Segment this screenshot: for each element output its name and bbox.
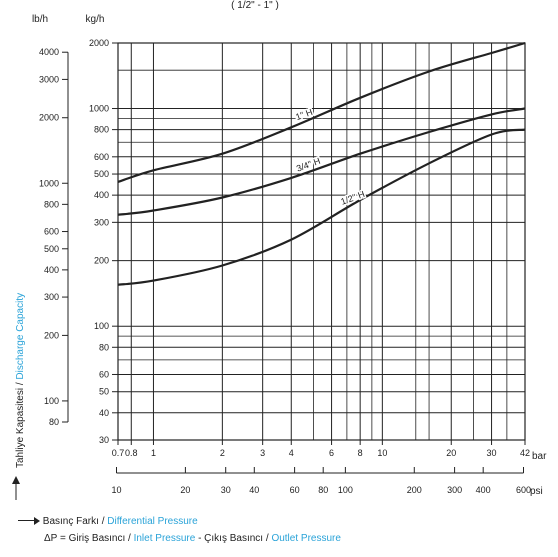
tick-label-kg: 400 bbox=[94, 190, 109, 200]
outlet-pressure-tr: - Çıkış Basıncı / bbox=[195, 533, 272, 544]
series-label: 3/4" H bbox=[295, 156, 322, 174]
tick-label-kg: 800 bbox=[94, 125, 109, 135]
y-axis-title: Tahliye Kapasitesi / Discharge Capacity bbox=[12, 293, 26, 500]
series-line bbox=[117, 41, 526, 183]
tick-label-psi: 10 bbox=[111, 485, 121, 495]
tick-label-lb: 2000 bbox=[39, 113, 59, 123]
tick-label-psi: 80 bbox=[318, 485, 328, 495]
tick-label-lb: 600 bbox=[44, 227, 59, 237]
tick-label-kg: 600 bbox=[94, 152, 109, 162]
tick-label-lb: 3000 bbox=[39, 74, 59, 84]
curves: 1" H3/4" H1/2" H bbox=[117, 41, 526, 286]
tick-label-kg: 60 bbox=[99, 369, 109, 379]
tick-label-kg: 100 bbox=[94, 321, 109, 331]
tick-label-psi: 20 bbox=[180, 485, 190, 495]
tick-label-psi: 100 bbox=[338, 485, 353, 495]
tick-label-psi: 300 bbox=[447, 485, 462, 495]
x-unit-psi: psi bbox=[530, 486, 543, 497]
y-unit-lb: lb/h bbox=[32, 14, 48, 25]
tick-label-lb: 800 bbox=[44, 199, 59, 209]
tick-label-bar: 10 bbox=[377, 448, 387, 458]
tick-label-psi: 60 bbox=[290, 485, 300, 495]
tick-label-bar: 6 bbox=[329, 448, 334, 458]
series-line bbox=[117, 128, 526, 286]
tick-label-psi: 400 bbox=[476, 485, 491, 495]
arrow-right-icon bbox=[18, 517, 40, 526]
tick-label-lb: 400 bbox=[44, 265, 59, 275]
tick-label-bar: 30 bbox=[487, 448, 497, 458]
y-axis-title-sep: / bbox=[15, 380, 26, 388]
tick-label-lb: 200 bbox=[44, 330, 59, 340]
tick-label-psi: 40 bbox=[249, 485, 259, 495]
tick-label-bar: 42 bbox=[520, 448, 530, 458]
tick-label-lb: 300 bbox=[44, 292, 59, 302]
inlet-pressure-en: Inlet Pressure bbox=[133, 533, 196, 544]
tick-label-lb: 80 bbox=[49, 417, 59, 427]
tick-label-kg: 1000 bbox=[89, 104, 109, 114]
tick-label-bar: 8 bbox=[358, 448, 363, 458]
tick-label-lb: 1000 bbox=[39, 178, 59, 188]
tick-label-kg: 80 bbox=[99, 342, 109, 352]
delta-p-definition: ΔP = Giriş Basıncı / Inlet Pressure - Çı… bbox=[44, 533, 341, 544]
plot-frame bbox=[117, 42, 526, 441]
tick-label-lb: 100 bbox=[44, 396, 59, 406]
tick-label-kg: 300 bbox=[94, 217, 109, 227]
tick-label-psi: 200 bbox=[407, 485, 422, 495]
svg-text:Tahliye Kapasitesi / Discharge: Tahliye Kapasitesi / Discharge Capacity bbox=[15, 293, 26, 468]
tick-label-bar: 20 bbox=[446, 448, 456, 458]
tick-label-bar: 1 bbox=[151, 448, 156, 458]
tick-label-psi: 30 bbox=[221, 485, 231, 495]
y-axis-title-tr: Tahliye Kapasitesi bbox=[15, 388, 26, 468]
x-axis-title-tr: Basınç Farkı / bbox=[42, 516, 108, 527]
tick-label-kg: 40 bbox=[99, 408, 109, 418]
tick-labels: 0.7 0.8 1 2 3 4 6 8 10 20 30 42 30 40 50 60 80 100 200 300 4… bbox=[39, 38, 531, 495]
outlet-pressure-en: Outlet Pressure bbox=[271, 533, 341, 544]
tick-label-bar: 0.7 bbox=[112, 448, 125, 458]
tick-label-kg: 50 bbox=[99, 387, 109, 397]
tick-label-bar: 2 bbox=[220, 448, 225, 458]
tick-label-bar: 4 bbox=[289, 448, 294, 458]
x-unit-bar: bar bbox=[532, 451, 547, 462]
tick-label-kg: 2000 bbox=[89, 38, 109, 48]
tick-label-bar: 3 bbox=[260, 448, 265, 458]
grid bbox=[117, 42, 526, 441]
y-axis-title-arrowhead bbox=[12, 476, 20, 484]
discharge-capacity-chart: ( 1/2" - 1" ) lb/h kg/h 1" H3/4" H1/2" H… bbox=[12, 0, 547, 500]
y-unit-kg: kg/h bbox=[86, 14, 105, 25]
y-axis-title-en: Discharge Capacity bbox=[15, 293, 26, 380]
tick-label-psi: 600 bbox=[516, 485, 531, 495]
tick-label-bar: 0.8 bbox=[125, 448, 138, 458]
series-line bbox=[117, 107, 526, 216]
x-axis-title-en: Differential Pressure bbox=[107, 516, 198, 527]
x-axis-title: Basınç Farkı / Differential Pressure bbox=[18, 516, 198, 527]
tick-label-kg: 30 bbox=[99, 435, 109, 445]
tick-label-kg: 500 bbox=[94, 169, 109, 179]
tick-label-lb: 4000 bbox=[39, 47, 59, 57]
tick-label-lb: 500 bbox=[44, 244, 59, 254]
delta-p-prefix: ΔP = Giriş Basıncı / bbox=[44, 533, 134, 544]
tick-label-kg: 200 bbox=[94, 256, 109, 266]
axes bbox=[62, 42, 526, 474]
chart-subtitle: ( 1/2" - 1" ) bbox=[231, 0, 279, 11]
